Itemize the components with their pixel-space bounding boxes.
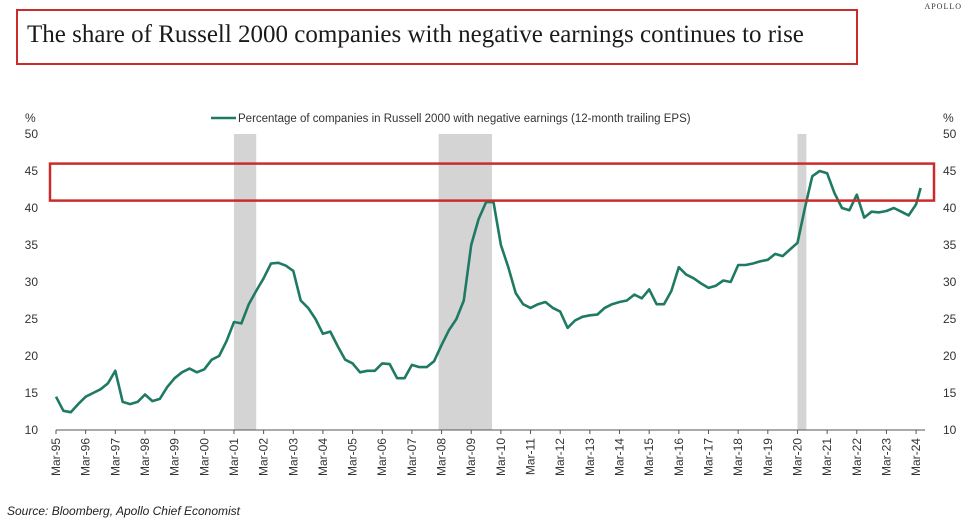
x-tick-label: Mar-12	[553, 438, 567, 476]
y-tick-label-right: 10	[943, 423, 957, 437]
chart-title: The share of Russell 2000 companies with…	[27, 21, 804, 48]
y-tick-label-left: 25	[25, 312, 39, 326]
x-tick-label: Mar-00	[197, 438, 211, 476]
x-tick-label: Mar-97	[108, 438, 122, 476]
y-tick-label-right: 15	[943, 386, 957, 400]
y-tick-label-right: 35	[943, 238, 957, 252]
brand-logo: APOLLO	[924, 2, 962, 11]
y-tick-label-right: 40	[943, 201, 957, 215]
x-tick-label: Mar-99	[168, 438, 182, 476]
x-tick-label: Mar-11	[524, 438, 538, 475]
y-tick-label-left: 35	[25, 238, 39, 252]
x-tick-label: Mar-09	[464, 438, 478, 476]
x-tick-label: Mar-23	[879, 438, 893, 476]
x-tick-label: Mar-06	[375, 438, 389, 476]
x-tick-label: Mar-19	[761, 438, 775, 476]
x-tick-label: Mar-10	[494, 438, 508, 476]
x-tick-label: Mar-95	[49, 438, 63, 476]
x-tick-label: Mar-01	[227, 438, 241, 476]
x-tick-label: Mar-16	[672, 438, 686, 476]
x-tick-label: Mar-13	[583, 438, 597, 476]
highlight-box	[48, 162, 936, 202]
x-tick-label: Mar-22	[850, 438, 864, 476]
x-tick-label: Mar-17	[701, 438, 715, 476]
y-tick-label-left: 50	[25, 127, 39, 141]
x-tick-label: Mar-02	[257, 438, 271, 476]
x-tick-label: Mar-96	[79, 438, 93, 476]
y-tick-label-left: 15	[25, 386, 39, 400]
y-unit-right: %	[943, 111, 954, 125]
source-note: Source: Bloomberg, Apollo Chief Economis…	[7, 504, 241, 518]
x-tick-label: Mar-18	[731, 438, 745, 476]
x-tick-label: Mar-98	[138, 438, 152, 476]
x-tick-label: Mar-15	[642, 438, 656, 476]
x-tick-label: Mar-20	[790, 438, 804, 476]
y-tick-label-left: 30	[25, 275, 39, 289]
title-highlight-box: The share of Russell 2000 companies with…	[16, 9, 858, 65]
x-tick-label: Mar-24	[909, 438, 923, 476]
x-tick-label: Mar-08	[435, 438, 449, 476]
x-tick-label: Mar-14	[613, 438, 627, 476]
y-unit-left: %	[25, 111, 36, 125]
y-tick-label-right: 30	[943, 275, 957, 289]
series-line	[54, 169, 922, 414]
y-tick-label-right: 20	[943, 349, 957, 363]
y-tick-label-right: 50	[943, 127, 957, 141]
recession-band-3	[797, 134, 807, 430]
x-tick-label: Mar-07	[405, 438, 419, 476]
y-tick-label-left: 45	[25, 164, 39, 178]
x-tick-label: Mar-03	[286, 438, 300, 476]
legend-label: Percentage of companies in Russell 2000 …	[238, 113, 691, 125]
y-tick-label-right: 25	[943, 312, 957, 326]
x-tick-label: Mar-05	[346, 438, 360, 476]
y-tick-label-right: 45	[943, 164, 957, 178]
recession-band-1	[233, 134, 257, 430]
x-tick-label: Mar-04	[316, 438, 330, 476]
y-tick-label-left: 40	[25, 201, 39, 215]
x-tick-label: Mar-21	[820, 438, 834, 476]
y-tick-label-left: 10	[25, 423, 39, 437]
y-tick-label-left: 20	[25, 349, 39, 363]
